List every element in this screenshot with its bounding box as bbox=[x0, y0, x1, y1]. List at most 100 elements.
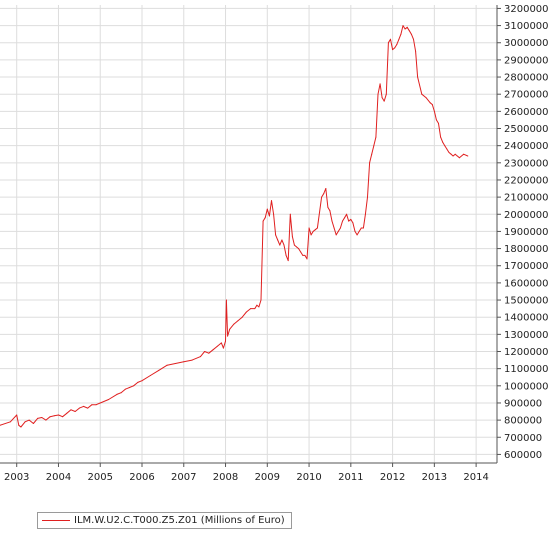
x-tick-label: 2012 bbox=[380, 472, 405, 483]
data-point bbox=[369, 162, 371, 164]
y-tick-label: 3000000 bbox=[504, 38, 549, 49]
data-point bbox=[454, 153, 456, 155]
y-tick-label: 1200000 bbox=[504, 347, 549, 358]
data-point bbox=[279, 244, 281, 246]
data-point bbox=[141, 380, 143, 382]
data-point bbox=[227, 335, 229, 337]
y-tick-label: 3200000 bbox=[504, 4, 549, 15]
data-point bbox=[404, 28, 406, 30]
data-point bbox=[327, 206, 329, 208]
data-point bbox=[233, 323, 235, 325]
data-point bbox=[37, 417, 39, 419]
data-point bbox=[254, 308, 256, 310]
data-point bbox=[413, 38, 414, 40]
data-point bbox=[467, 155, 469, 157]
data-point bbox=[335, 234, 337, 236]
data-point bbox=[367, 196, 368, 198]
data-point bbox=[381, 97, 383, 99]
data-point bbox=[287, 260, 289, 262]
data-point bbox=[298, 248, 300, 250]
y-tick-label: 1900000 bbox=[504, 227, 549, 238]
legend-swatch bbox=[42, 520, 70, 521]
data-point bbox=[158, 369, 160, 371]
y-tick-label: 2900000 bbox=[504, 55, 549, 66]
y-tick-label: 1600000 bbox=[504, 278, 549, 289]
data-point bbox=[108, 399, 110, 400]
data-point bbox=[435, 119, 437, 121]
x-tick-label: 2007 bbox=[171, 472, 196, 483]
y-tick-label: 1300000 bbox=[504, 330, 549, 341]
x-tick-label: 2003 bbox=[4, 472, 29, 483]
y-tick-label: 2400000 bbox=[504, 141, 549, 152]
y-tick-label: 1000000 bbox=[504, 381, 549, 392]
data-point bbox=[438, 122, 439, 124]
data-point bbox=[321, 196, 323, 198]
data-point bbox=[429, 102, 431, 104]
data-point bbox=[371, 153, 373, 155]
data-point bbox=[256, 304, 258, 306]
data-point bbox=[250, 308, 252, 310]
data-point bbox=[425, 97, 427, 99]
data-point bbox=[390, 38, 391, 40]
data-point bbox=[70, 409, 72, 411]
data-point bbox=[440, 136, 442, 138]
data-point bbox=[304, 254, 306, 256]
y-tick-label: 2800000 bbox=[504, 73, 549, 84]
y-tick-label: 700000 bbox=[504, 433, 542, 444]
data-point bbox=[356, 234, 358, 236]
data-point bbox=[450, 153, 452, 155]
data-point bbox=[379, 83, 381, 85]
series-group bbox=[0, 25, 469, 428]
data-point bbox=[174, 363, 176, 364]
data-point bbox=[78, 407, 80, 409]
grid bbox=[0, 5, 497, 463]
data-point bbox=[316, 227, 318, 229]
data-point bbox=[342, 220, 343, 222]
y-axis-ticks: 600000 700000 800000 900000 1000000 1100000 12… bbox=[497, 4, 549, 461]
data-point bbox=[268, 215, 270, 217]
data-point bbox=[364, 213, 366, 215]
y-tick-label: 2300000 bbox=[504, 158, 549, 169]
data-point bbox=[396, 44, 398, 45]
data-point bbox=[166, 364, 168, 366]
data-point bbox=[377, 93, 379, 95]
data-point bbox=[53, 415, 55, 417]
data-point bbox=[225, 340, 226, 342]
data-point bbox=[394, 47, 396, 49]
data-point bbox=[74, 411, 76, 412]
data-point bbox=[45, 419, 47, 421]
x-axis-ticks: 2003 2004 2005 2006 2007 2008 2009 2010 2011 2012… bbox=[4, 463, 489, 483]
data-point bbox=[262, 220, 264, 222]
data-point bbox=[310, 234, 312, 236]
data-point bbox=[400, 33, 402, 35]
data-point bbox=[323, 193, 325, 195]
data-point bbox=[275, 234, 277, 236]
data-point bbox=[0, 424, 1, 426]
data-point bbox=[277, 239, 279, 241]
axes bbox=[0, 5, 498, 464]
data-point bbox=[133, 385, 135, 387]
data-point bbox=[444, 145, 446, 147]
y-tick-label: 800000 bbox=[504, 416, 542, 427]
data-point bbox=[333, 227, 335, 229]
data-point bbox=[24, 421, 26, 423]
data-point bbox=[245, 311, 247, 313]
data-point bbox=[28, 419, 30, 421]
x-tick-label: 2013 bbox=[422, 472, 447, 483]
data-point bbox=[387, 42, 389, 44]
data-point bbox=[9, 421, 11, 423]
data-point bbox=[331, 220, 333, 222]
data-point bbox=[431, 104, 433, 105]
plot-area bbox=[0, 5, 497, 463]
data-point bbox=[383, 100, 385, 102]
y-tick-label: 1800000 bbox=[504, 244, 549, 255]
y-tick-label: 2600000 bbox=[504, 107, 549, 118]
y-tick-label: 900000 bbox=[504, 398, 542, 409]
data-point bbox=[149, 375, 151, 376]
data-point bbox=[41, 417, 43, 418]
data-point bbox=[87, 407, 89, 409]
data-point bbox=[446, 148, 448, 150]
data-point bbox=[375, 136, 377, 138]
data-point bbox=[360, 227, 362, 229]
y-tick-label: 1500000 bbox=[504, 296, 549, 307]
